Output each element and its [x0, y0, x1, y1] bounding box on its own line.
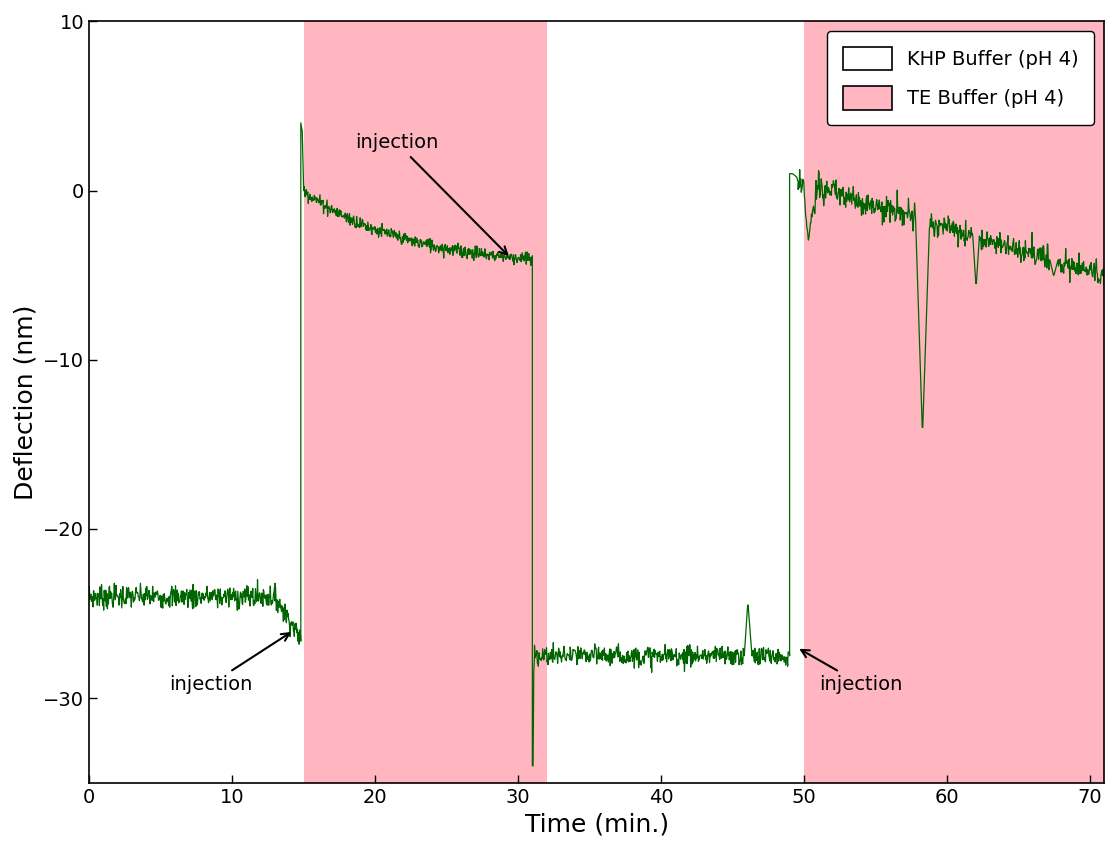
X-axis label: Time (min.): Time (min.) — [524, 812, 669, 836]
Bar — [804, 21, 1103, 783]
Text: injection: injection — [169, 633, 290, 694]
Y-axis label: Deflection (nm): Deflection (nm) — [13, 304, 38, 500]
Text: injection: injection — [802, 650, 902, 694]
Bar — [304, 21, 547, 783]
Legend: KHP Buffer (pH 4), TE Buffer (pH 4): KHP Buffer (pH 4), TE Buffer (pH 4) — [827, 31, 1095, 125]
Text: injection: injection — [354, 133, 508, 255]
